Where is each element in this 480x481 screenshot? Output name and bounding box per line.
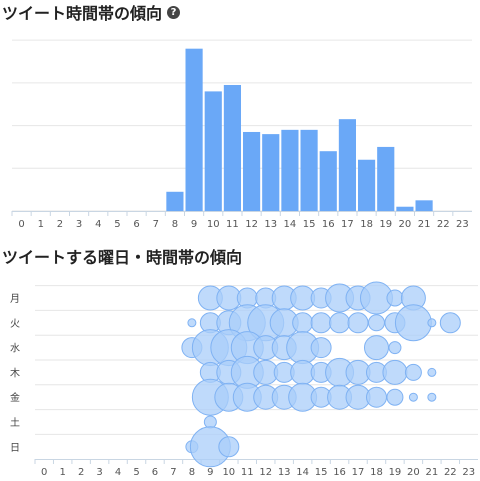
bubble [329,312,351,334]
bar [300,129,318,211]
bar-x-tick-label: 0 [18,219,24,230]
bar-x-tick-label: 18 [360,219,373,230]
bar-x-tick-label: 11 [226,219,239,230]
bar-x-tick-label: 7 [153,219,159,230]
bubble [408,392,418,402]
bubble [218,436,240,458]
bar-x-tick-label: 22 [437,219,450,230]
bar [415,200,433,211]
bubble-y-tick-label: 金 [10,391,20,404]
bubble-x-tick-label: 21 [425,467,438,478]
bar [319,151,337,211]
bubble-x-tick-label: 2 [78,467,84,478]
bar-x-tick-label: 16 [322,219,335,230]
bubble-x-tick-label: 22 [444,467,457,478]
bubble [203,415,217,429]
bar [204,91,222,211]
bubble-x-tick-label: 23 [462,467,475,478]
bubble-y-tick-label: 水 [10,343,20,355]
bubble [427,318,437,328]
bar-x-tick-label: 9 [191,219,197,230]
bar-x-tick-label: 14 [284,219,297,230]
bubble [310,337,332,359]
bar-x-tick-label: 2 [57,219,63,230]
bar-x-tick-label: 23 [456,219,469,230]
bubble-x-tick-label: 17 [352,467,365,478]
bubble-y-tick-label: 日 [10,443,20,454]
bubble [382,359,408,385]
bubble [347,312,369,334]
bar [377,146,395,211]
bubble [310,312,332,334]
bar-x-tick-label: 3 [76,219,82,230]
bubble-y-tick-label: 月 [10,293,20,305]
bubble-y-tick-label: 木 [10,367,20,379]
bar-chart-title: ツイート時間帯の傾向? [2,4,181,24]
bubble-x-tick-label: 18 [370,467,383,478]
bubble-x-tick-label: 0 [41,467,47,478]
bubble-x-tick-label: 8 [189,467,195,478]
bubble [439,312,461,334]
bar [396,206,414,211]
bubble-x-tick-label: 5 [133,467,139,478]
bar [262,134,280,211]
bar-x-tick-label: 19 [379,219,392,230]
bubble-x-tick-label: 15 [315,467,328,478]
bubble [427,392,437,402]
bubble [363,335,389,361]
bar [166,191,184,211]
bar-x-tick-label: 15 [303,219,316,230]
bar [358,159,376,211]
bubble-x-tick-label: 13 [278,467,291,478]
bubble-x-tick-label: 10 [222,467,235,478]
bubble-x-tick-label: 4 [115,467,121,478]
bubble-y-tick-label: 土 [10,416,20,429]
bubble [386,289,404,307]
bar-x-tick-label: 4 [95,219,101,230]
bubble-x-tick-label: 20 [407,467,420,478]
bar-x-tick-label: 1 [38,219,44,230]
bar-x-tick-label: 17 [341,219,354,230]
bubble-y-tick-label: 火 [10,318,20,330]
bar-x-tick-label: 5 [114,219,120,230]
bubble-chart-title: ツイートする曜日・時間帯の傾向 [2,248,242,268]
bubble-x-tick-label: 3 [96,467,102,478]
bubble-x-tick-label: 11 [241,467,254,478]
bar [338,119,356,211]
bubble-x-tick-label: 1 [60,467,66,478]
bubble [386,388,404,406]
bubble-chart-title-text: ツイートする曜日・時間帯の傾向 [2,248,243,267]
bubble [187,318,197,328]
bubble-x-tick-label: 6 [152,467,158,478]
bubble-x-tick-label: 7 [170,467,176,478]
bubble-x-tick-label: 14 [296,467,309,478]
bubble [404,363,422,381]
bubble [394,304,432,342]
bar-x-tick-label: 10 [207,219,220,230]
bar [243,131,261,211]
hourly-bar-chart: 0 1 2 3 4 5 6 7 8 9 10 11 12 13 14 15 16 17 18 19 20 21 22 23 [11,39,472,230]
bar-x-tick-label: 8 [172,219,178,230]
bubble [388,341,402,355]
bar-x-tick-label: 21 [418,219,431,230]
bubble [367,314,385,332]
bubble-x-tick-label: 16 [333,467,346,478]
bubble-x-tick-label: 19 [389,467,402,478]
bar-x-tick-label: 12 [245,219,258,230]
bubble [427,367,437,377]
bar [281,129,299,211]
bar [185,48,203,211]
bubble [365,386,387,408]
bar-x-tick-label: 20 [399,219,412,230]
bubble-x-tick-label: 9 [207,467,213,478]
bar-chart-title-text: ツイート時間帯の傾向 [2,4,163,23]
bar [223,84,241,211]
bubble [292,312,314,334]
help-icon[interactable]: ? [167,6,181,19]
bar-x-tick-label: 6 [133,219,139,230]
bubble-x-tick-label: 12 [259,467,272,478]
bar-x-tick-label: 13 [264,219,277,230]
